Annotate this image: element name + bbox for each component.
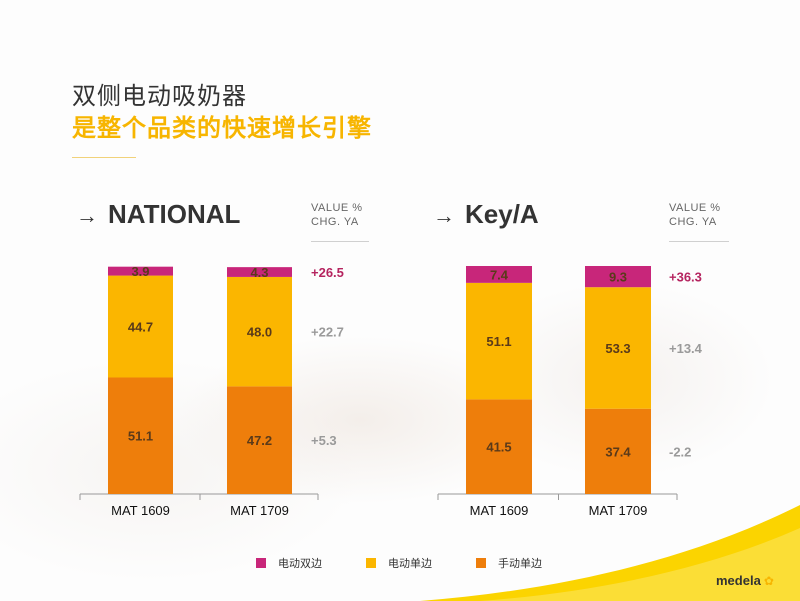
change-value: +26.5 [311,265,344,280]
change-header-line2: CHG. YA [311,216,359,228]
change-value: +13.4 [669,341,703,356]
change-value: -2.2 [669,444,691,459]
change-value: +36.3 [669,270,702,285]
bar-segment [227,267,292,277]
page-subtitle: 是整个品类的快速增长引擎 [72,115,372,142]
data-label: 51.1 [128,429,153,444]
page-title: 双侧电动吸奶器 [72,83,247,110]
keya-header: → Key/A [433,199,539,230]
national-header: → NATIONAL [76,199,240,230]
legend-label: 电动单边 [388,558,432,570]
bar-segment [108,266,173,276]
data-label: 53.3 [605,341,630,356]
data-label: 51.1 [486,334,511,349]
bar-segment [227,386,292,494]
legend-label: 电动双边 [278,558,322,570]
bar-segment [466,266,532,283]
legend-item-single-electric: 电动单边 [366,555,432,571]
bar-segment [466,399,532,494]
category-label: MAT 1609 [111,503,170,518]
category-label: MAT 1609 [470,503,529,518]
bar-segment [585,408,651,494]
legend: 电动双边 电动单边 手动单边 [0,555,800,573]
national-change-rule [311,241,369,242]
change-value: +22.7 [311,325,344,340]
legend-label: 手动单边 [498,558,542,570]
keya-change-rule [669,241,729,242]
legend-swatch [256,558,266,568]
change-header-line1: VALUE % [311,202,363,214]
bar-segment [585,266,651,288]
data-label: 7.4 [490,267,509,282]
bar-segment [466,282,532,400]
data-label: 3.9 [131,264,149,279]
title-underline [72,157,136,158]
category-label: MAT 1709 [589,503,648,518]
legend-item-dual-electric: 电动双边 [256,555,322,571]
bar-segment [227,276,292,387]
change-value: +5.3 [311,433,337,448]
national-change-header: VALUE % CHG. YA [311,201,363,229]
bar-segment [585,287,651,409]
change-header-line2: CHG. YA [669,216,717,228]
data-label: 48.0 [247,325,272,340]
arrow-right-icon: → [433,203,455,228]
bar-segment [108,275,173,378]
legend-swatch [366,558,376,568]
bar-segment [108,377,173,494]
data-label: 4.3 [250,265,268,280]
data-label: 37.4 [605,444,631,459]
data-label: 44.7 [128,320,153,335]
category-label: MAT 1709 [230,503,289,518]
national-title: NATIONAL [108,199,241,229]
keya-title: Key/A [465,199,539,229]
data-label: 47.2 [247,433,272,448]
legend-swatch [476,558,486,568]
data-label: 9.3 [609,270,627,285]
flower-icon: ✿ [763,574,774,588]
keya-change-header: VALUE % CHG. YA [669,201,721,229]
data-label: 41.5 [486,440,511,455]
legend-item-manual-single: 手动单边 [476,555,542,571]
logo-text: medela [716,573,761,588]
medela-logo: medela ✿ [716,573,774,588]
arrow-right-icon: → [76,203,98,228]
change-header-line1: VALUE % [669,202,721,214]
